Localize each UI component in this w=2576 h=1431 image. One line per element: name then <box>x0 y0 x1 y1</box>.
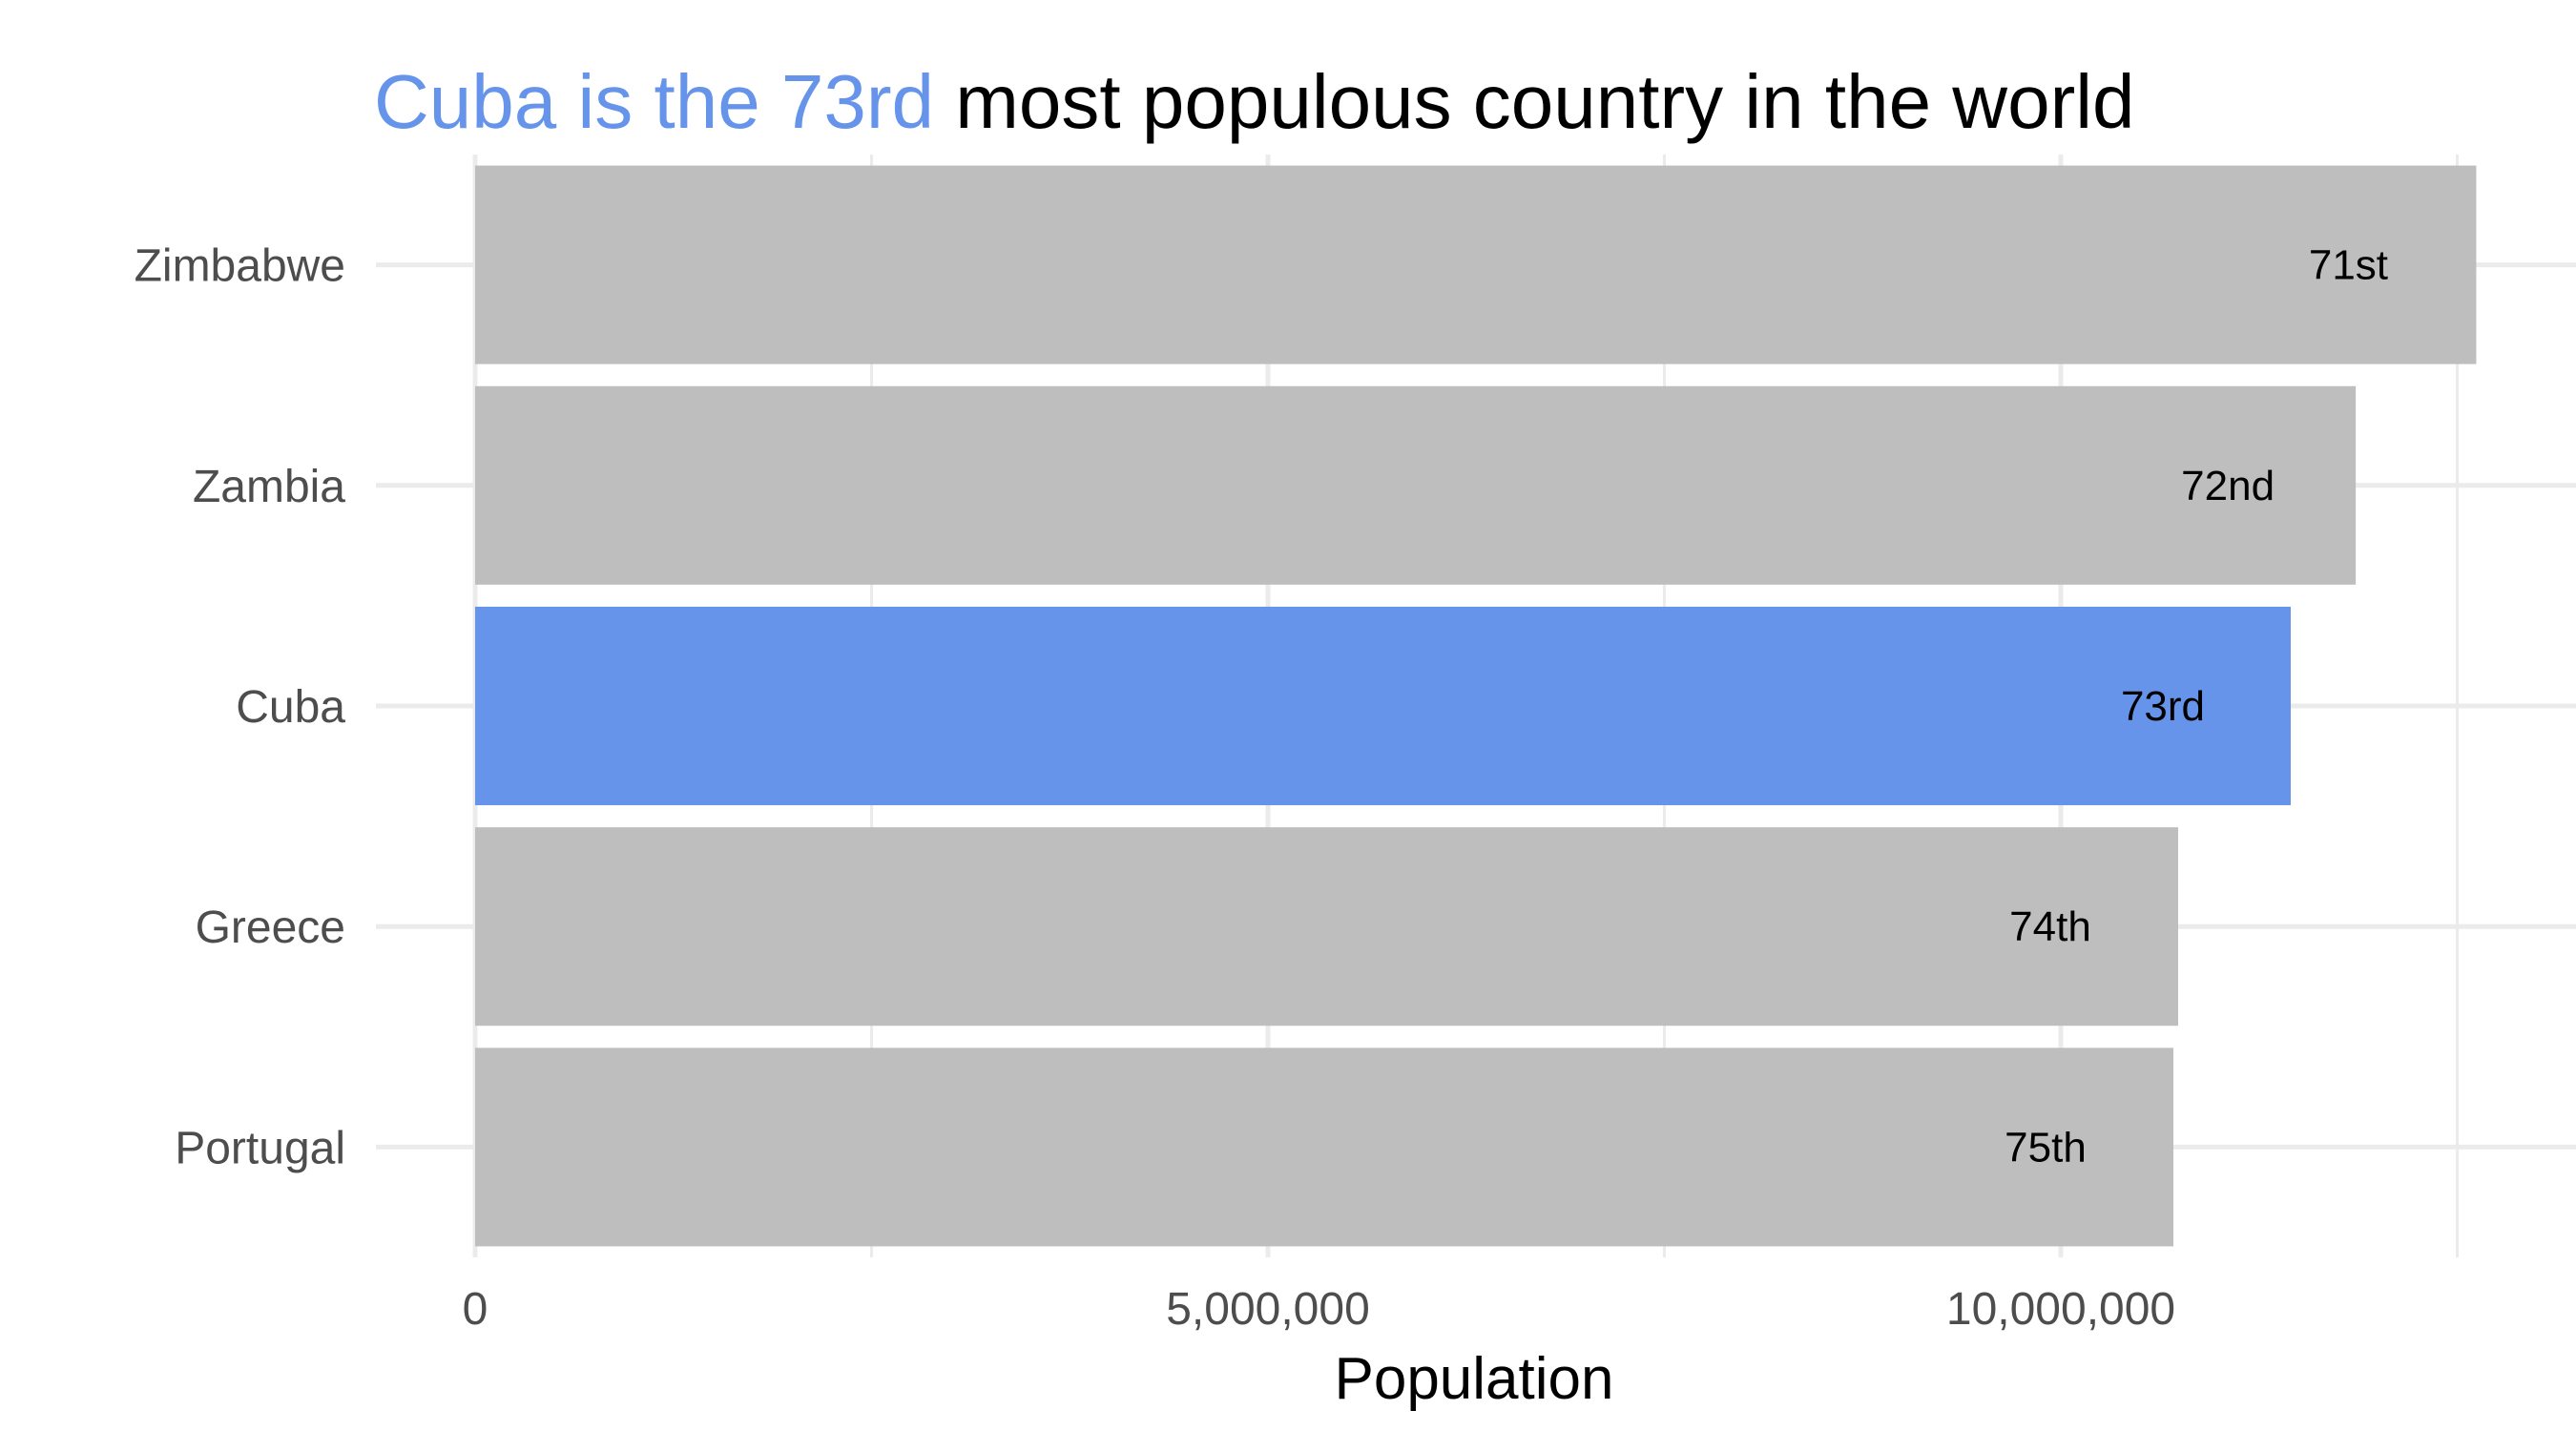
y-tick-label-zimbabwe: Zimbabwe <box>135 241 345 292</box>
data-label-greece: 74th <box>2009 903 2091 950</box>
data-label-portugal: 75th <box>2005 1124 2087 1171</box>
y-tick-label-zambia: Zambia <box>193 462 345 512</box>
y-axis-labels: Zimbabwe Zambia Cuba Greece Portugal <box>135 241 346 1174</box>
y-tick-label-cuba: Cuba <box>236 682 345 733</box>
bar-zimbabwe <box>475 165 2477 364</box>
chart-title-highlight: Cuba is the 73rd <box>374 59 934 144</box>
data-label-cuba: 73rd <box>2121 683 2205 730</box>
x-tick-label: 0 <box>463 1284 488 1335</box>
x-axis-labels: 0 5,000,000 10,000,000 <box>463 1284 2175 1335</box>
x-axis-title: Population <box>1334 1346 1613 1412</box>
chart-title: Cuba is the 73rd most populous country i… <box>374 59 2134 144</box>
y-tick-label-portugal: Portugal <box>175 1123 345 1173</box>
bar-cuba <box>475 606 2291 806</box>
x-tick-label: 5,000,000 <box>1166 1284 1370 1335</box>
y-tick-label-greece: Greece <box>196 902 345 953</box>
data-label-zambia: 72nd <box>2181 463 2275 509</box>
bar-zambia <box>475 385 2357 585</box>
data-labels: 71st 72nd 73rd 74th 75th <box>2005 242 2388 1172</box>
data-label-zimbabwe: 71st <box>2309 242 2388 289</box>
bars <box>475 165 2477 1247</box>
bar-greece <box>475 827 2178 1027</box>
chart-title-rest: most populous country in the world <box>934 59 2134 144</box>
bar-portugal <box>475 1047 2174 1247</box>
x-tick-label: 10,000,000 <box>1946 1284 2175 1335</box>
